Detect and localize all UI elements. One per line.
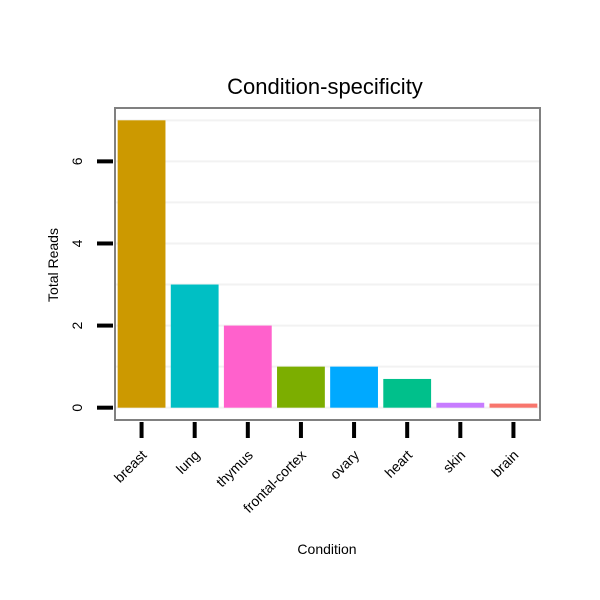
y-tick-label: 0 xyxy=(69,404,85,412)
x-tick-label-breast: breast xyxy=(111,447,150,486)
bar-lung xyxy=(170,284,219,408)
bar-frontal-cortex xyxy=(277,366,325,408)
x-tick-label-skin: skin xyxy=(440,447,469,476)
x-tick-label-thymus: thymus xyxy=(213,447,256,490)
bar-breast xyxy=(117,120,166,408)
x-tick-label-heart: heart xyxy=(381,447,415,481)
y-tick-label: 4 xyxy=(69,239,85,247)
y-tick-label: 2 xyxy=(69,321,85,329)
bar-ovary xyxy=(330,366,378,408)
y-tick-label: 6 xyxy=(69,157,85,165)
plot-panel-border xyxy=(114,107,541,421)
y-axis-label: Total Reads xyxy=(45,228,61,302)
bar-skin xyxy=(436,402,485,408)
chart-title: Condition-specificity xyxy=(227,74,423,99)
y-axis: 0 2 4 6 xyxy=(69,157,113,412)
bar-thymus xyxy=(223,325,272,408)
bar-heart xyxy=(383,378,432,408)
x-tick-label-ovary: ovary xyxy=(327,447,363,483)
x-axis-label: Condition xyxy=(297,541,356,557)
bar-brain xyxy=(489,403,538,408)
x-tick-label-brain: brain xyxy=(488,447,521,480)
bars xyxy=(117,120,538,408)
x-tick-label-lung: lung xyxy=(173,447,203,477)
